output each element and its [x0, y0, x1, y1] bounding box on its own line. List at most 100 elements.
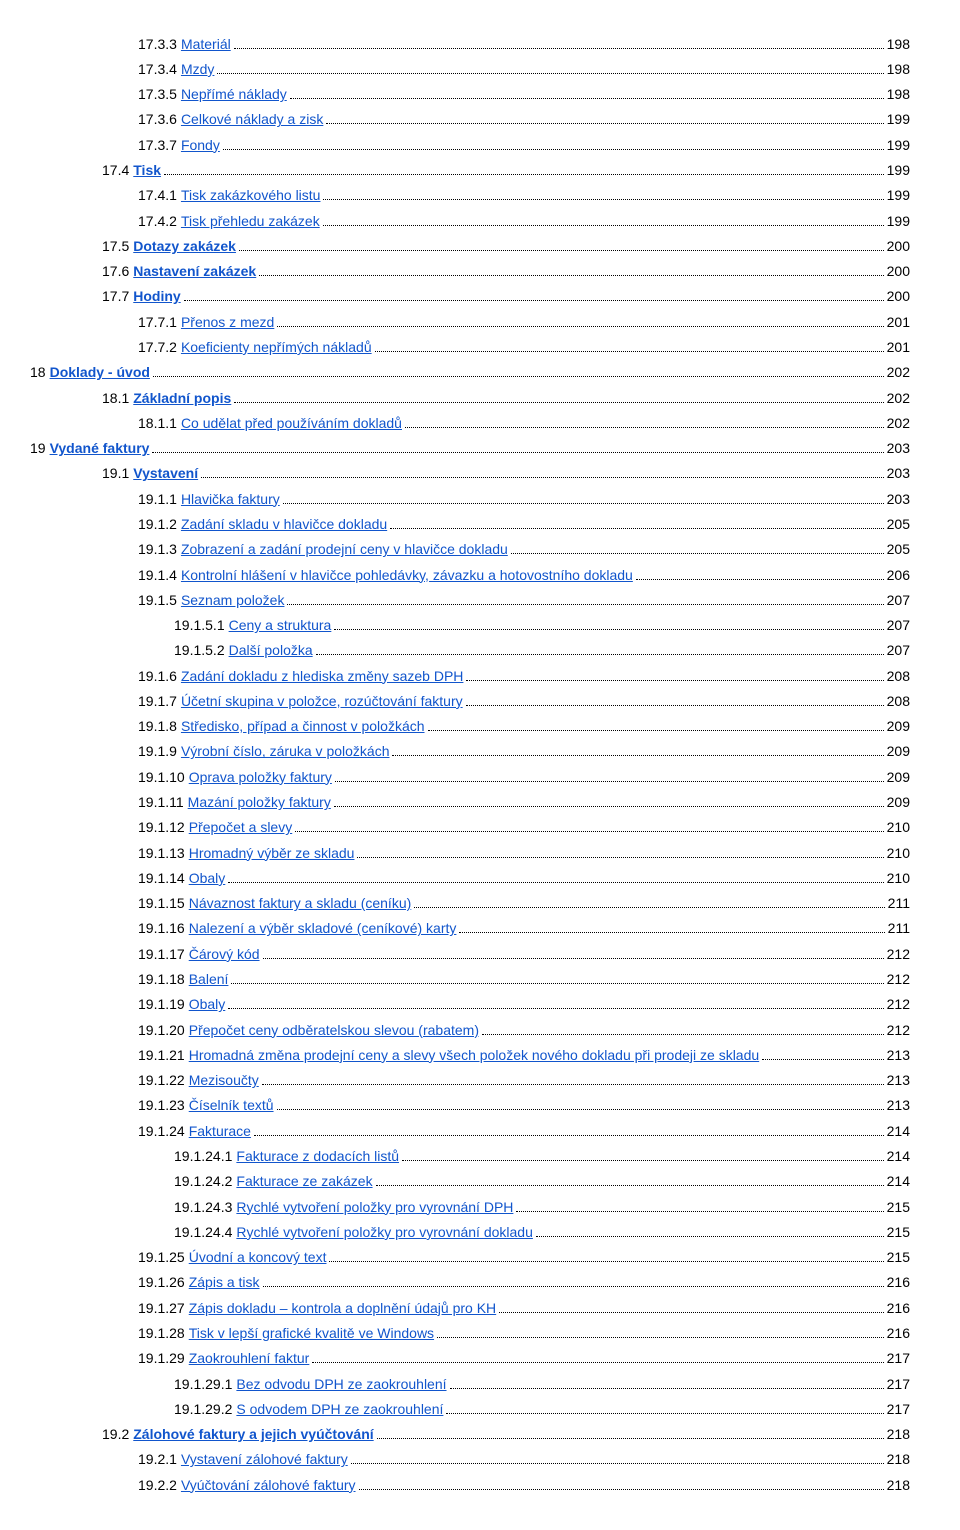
toc-entry[interactable]: 19.1.28Tisk v lepší grafické kvalitě ve … — [30, 1323, 910, 1345]
toc-entry[interactable]: 19.1.9Výrobní číslo, záruka v položkách … — [30, 741, 910, 763]
toc-entry-label[interactable]: Celkové náklady a zisk — [181, 109, 323, 131]
toc-entry[interactable]: 17.5Dotazy zakázek 200 — [30, 236, 910, 258]
toc-entry-label[interactable]: Nastavení zakázek — [133, 261, 256, 283]
toc-entry-label[interactable]: Doklady - úvod — [50, 362, 150, 384]
toc-entry[interactable]: 19.1.23Číselník textů 213 — [30, 1095, 910, 1117]
toc-entry-label[interactable]: Tisk zakázkového listu — [181, 185, 321, 207]
toc-entry[interactable]: 17.7Hodiny 200 — [30, 286, 910, 308]
toc-entry[interactable]: 17.7.1Přenos z mezd 201 — [30, 312, 910, 334]
toc-entry[interactable]: 19.1.2Zadání skladu v hlavičce dokladu 2… — [30, 514, 910, 536]
toc-entry-label[interactable]: Fakturace ze zakázek — [236, 1171, 372, 1193]
toc-entry[interactable]: 19.1.5.2Další položka 207 — [30, 640, 910, 662]
toc-entry-label[interactable]: Mzdy — [181, 59, 214, 81]
toc-entry[interactable]: 19.2Zálohové faktury a jejich vyúčtování… — [30, 1424, 910, 1446]
toc-entry[interactable]: 19.1.27Zápis dokladu – kontrola a doplně… — [30, 1298, 910, 1320]
toc-entry[interactable]: 18.1.1Co udělat před používáním dokladů … — [30, 413, 910, 435]
toc-entry[interactable]: 18Doklady - úvod 202 — [30, 362, 910, 384]
toc-entry[interactable]: 19.1.5Seznam položek 207 — [30, 590, 910, 612]
toc-entry[interactable]: 19.1.20Přepočet ceny odběratelskou slevo… — [30, 1020, 910, 1042]
toc-entry[interactable]: 19.1.12Přepočet a slevy 210 — [30, 817, 910, 839]
toc-entry-label[interactable]: Seznam položek — [181, 590, 285, 612]
toc-entry-label[interactable]: Fakturace — [189, 1121, 251, 1143]
toc-entry[interactable]: 17.7.2Koeficienty nepřímých nákladů 201 — [30, 337, 910, 359]
toc-entry[interactable]: 19.1.26Zápis a tisk 216 — [30, 1272, 910, 1294]
toc-entry[interactable]: 19.1.8Středisko, případ a činnost v polo… — [30, 716, 910, 738]
toc-entry-label[interactable]: Tisk přehledu zakázek — [181, 211, 320, 233]
toc-entry-label[interactable]: Vyúčtování zálohové faktury — [181, 1475, 356, 1497]
toc-entry[interactable]: 19.1.21Hromadná změna prodejní ceny a sl… — [30, 1045, 910, 1067]
toc-entry-label[interactable]: Mezisoučty — [189, 1070, 259, 1092]
toc-entry[interactable]: 19.1.24.1Fakturace z dodacích listů 214 — [30, 1146, 910, 1168]
toc-entry[interactable]: 19.1.24.3Rychlé vytvoření položky pro vy… — [30, 1197, 910, 1219]
toc-entry-label[interactable]: Kontrolní hlášení v hlavičce pohledávky,… — [181, 565, 633, 587]
toc-entry-label[interactable]: Základní popis — [133, 388, 231, 410]
toc-entry[interactable]: 19.1.16Nalezení a výběr skladové (ceníko… — [30, 918, 910, 940]
toc-entry[interactable]: 19.2.2Vyúčtování zálohové faktury 218 — [30, 1475, 910, 1497]
toc-entry-label[interactable]: Zaokrouhlení faktur — [189, 1348, 310, 1370]
toc-entry[interactable]: 19.1.24.2Fakturace ze zakázek 214 — [30, 1171, 910, 1193]
toc-entry-label[interactable]: Tisk — [133, 160, 161, 182]
toc-entry[interactable]: 17.3.7Fondy 199 — [30, 135, 910, 157]
toc-entry[interactable]: 19.1.29.2S odvodem DPH ze zaokrouhlení 2… — [30, 1399, 910, 1421]
toc-entry-label[interactable]: Přepočet a slevy — [189, 817, 293, 839]
toc-entry-label[interactable]: Bez odvodu DPH ze zaokrouhlení — [236, 1374, 446, 1396]
toc-entry-label[interactable]: Nalezení a výběr skladové (ceníkové) kar… — [189, 918, 457, 940]
toc-entry[interactable]: 17.3.3Materiál 198 — [30, 34, 910, 56]
toc-entry[interactable]: 19.1.7Účetní skupina v položce, rozúčtov… — [30, 691, 910, 713]
toc-entry[interactable]: 19.1.1Hlavička faktury 203 — [30, 489, 910, 511]
toc-entry[interactable]: 19.1Vystavení 203 — [30, 463, 910, 485]
toc-entry[interactable]: 18.1Základní popis 202 — [30, 388, 910, 410]
toc-entry-label[interactable]: Zápis a tisk — [189, 1272, 260, 1294]
toc-entry-label[interactable]: Obaly — [189, 868, 226, 890]
toc-entry[interactable]: 19.1.19Obaly 212 — [30, 994, 910, 1016]
toc-entry[interactable]: 19.1.4Kontrolní hlášení v hlavičce pohle… — [30, 565, 910, 587]
toc-entry-label[interactable]: Úvodní a koncový text — [189, 1247, 327, 1269]
toc-entry-label[interactable]: Zálohové faktury a jejich vyúčtování — [133, 1424, 373, 1446]
toc-entry-label[interactable]: Koeficienty nepřímých nákladů — [181, 337, 372, 359]
toc-entry[interactable]: 19.1.14Obaly 210 — [30, 868, 910, 890]
toc-entry-label[interactable]: Obaly — [189, 994, 226, 1016]
toc-entry[interactable]: 17.3.5Nepřímé náklady 198 — [30, 84, 910, 106]
toc-entry-label[interactable]: Zobrazení a zadání prodejní ceny v hlavi… — [181, 539, 508, 561]
toc-entry-label[interactable]: Zadání skladu v hlavičce dokladu — [181, 514, 387, 536]
toc-entry-label[interactable]: Hromadná změna prodejní ceny a slevy vše… — [189, 1045, 759, 1067]
toc-entry-label[interactable]: S odvodem DPH ze zaokrouhlení — [236, 1399, 443, 1421]
toc-entry[interactable]: 17.3.4Mzdy 198 — [30, 59, 910, 81]
toc-entry-label[interactable]: Fakturace z dodacích listů — [236, 1146, 399, 1168]
toc-entry[interactable]: 17.4.2Tisk přehledu zakázek 199 — [30, 211, 910, 233]
toc-entry-label[interactable]: Dotazy zakázek — [133, 236, 236, 258]
toc-entry[interactable]: 19.1.18Balení 212 — [30, 969, 910, 991]
toc-entry-label[interactable]: Vystavení — [133, 463, 198, 485]
toc-entry[interactable]: 19.1.29Zaokrouhlení faktur 217 — [30, 1348, 910, 1370]
toc-entry[interactable]: 19.1.17Čárový kód 212 — [30, 944, 910, 966]
toc-entry-label[interactable]: Hlavička faktury — [181, 489, 280, 511]
toc-entry-label[interactable]: Tisk v lepší grafické kvalitě ve Windows — [189, 1323, 434, 1345]
toc-entry[interactable]: 19.1.24Fakturace 214 — [30, 1121, 910, 1143]
toc-entry-label[interactable]: Mazání položky faktury — [188, 792, 331, 814]
toc-entry-label[interactable]: Hromadný výběr ze skladu — [189, 843, 355, 865]
toc-entry-label[interactable]: Přepočet ceny odběratelskou slevou (raba… — [189, 1020, 479, 1042]
toc-entry[interactable]: 19.1.3Zobrazení a zadání prodejní ceny v… — [30, 539, 910, 561]
toc-entry[interactable]: 19.1.29.1Bez odvodu DPH ze zaokrouhlení … — [30, 1374, 910, 1396]
toc-entry[interactable]: 17.4Tisk 199 — [30, 160, 910, 182]
toc-entry[interactable]: 19.1.22Mezisoučty 213 — [30, 1070, 910, 1092]
toc-entry-label[interactable]: Čárový kód — [189, 944, 260, 966]
toc-entry-label[interactable]: Další položka — [229, 640, 313, 662]
toc-entry-label[interactable]: Vydané faktury — [50, 438, 150, 460]
toc-entry-label[interactable]: Oprava položky faktury — [189, 767, 332, 789]
toc-entry-label[interactable]: Nepřímé náklady — [181, 84, 287, 106]
toc-entry-label[interactable]: Hodiny — [133, 286, 180, 308]
toc-entry[interactable]: 19.1.5.1Ceny a struktura 207 — [30, 615, 910, 637]
toc-entry-label[interactable]: Fondy — [181, 135, 220, 157]
toc-entry-label[interactable]: Vystavení zálohové faktury — [181, 1449, 348, 1471]
toc-entry-label[interactable]: Co udělat před používáním dokladů — [181, 413, 402, 435]
toc-entry[interactable]: 19.1.10Oprava položky faktury 209 — [30, 767, 910, 789]
toc-entry-label[interactable]: Rychlé vytvoření položky pro vyrovnání D… — [236, 1197, 513, 1219]
toc-entry-label[interactable]: Číselník textů — [189, 1095, 274, 1117]
toc-entry[interactable]: 19.1.25Úvodní a koncový text 215 — [30, 1247, 910, 1269]
toc-entry-label[interactable]: Přenos z mezd — [181, 312, 274, 334]
toc-entry[interactable]: 19.1.11Mazání položky faktury 209 — [30, 792, 910, 814]
toc-entry[interactable]: 17.6Nastavení zakázek 200 — [30, 261, 910, 283]
toc-entry[interactable]: 19.1.15Návaznost faktury a skladu (ceník… — [30, 893, 910, 915]
toc-entry[interactable]: 19Vydané faktury 203 — [30, 438, 910, 460]
